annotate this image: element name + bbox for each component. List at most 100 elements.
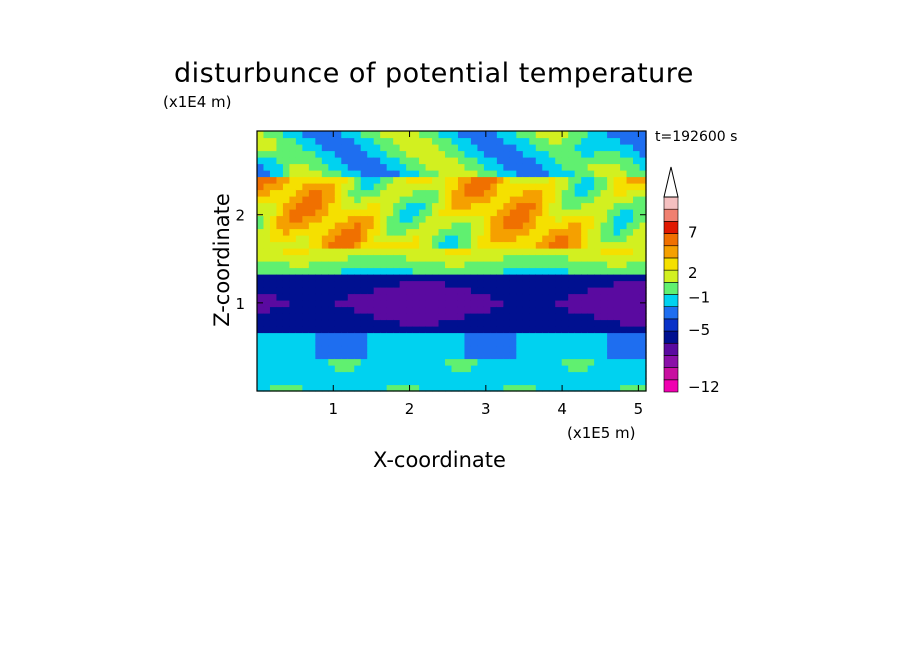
- contour-cell: [574, 209, 582, 217]
- contour-cell: [496, 384, 504, 392]
- contour-cell: [302, 274, 310, 282]
- contour-cell: [406, 215, 414, 223]
- contour-cell: [257, 228, 265, 236]
- contour-cell: [412, 384, 420, 392]
- contour-cell: [295, 254, 303, 262]
- contour-cell: [347, 339, 355, 347]
- contour-cell: [522, 131, 530, 139]
- contour-cell: [496, 235, 504, 243]
- contour-cell: [639, 202, 647, 210]
- contour-cell: [607, 274, 615, 282]
- contour-cell: [483, 248, 491, 256]
- contour-cell: [457, 202, 466, 210]
- contour-cell: [457, 131, 466, 139]
- contour-cell: [360, 235, 368, 243]
- contour-cell: [425, 248, 433, 256]
- contour-cell: [360, 170, 368, 178]
- contour-cell: [406, 365, 414, 373]
- contour-cell: [639, 384, 647, 392]
- contour-cell: [373, 384, 381, 392]
- contour-cell: [282, 313, 291, 321]
- contour-cell: [438, 345, 446, 353]
- contour-cell: [380, 183, 388, 191]
- contour-cell: [412, 202, 420, 210]
- contour-cell: [406, 287, 414, 295]
- contour-cell: [639, 280, 647, 288]
- contour-cell: [360, 150, 368, 158]
- contour-cell: [399, 339, 407, 347]
- contour-cell: [321, 131, 329, 139]
- contour-cell: [406, 196, 414, 204]
- contour-cell: [315, 384, 323, 392]
- contour-cell: [568, 306, 576, 314]
- contour-cell: [620, 248, 628, 256]
- contour-cell: [269, 215, 278, 223]
- contour-cell: [548, 280, 556, 288]
- contour-cell: [386, 196, 394, 204]
- contour-cell: [451, 306, 459, 314]
- contour-cell: [289, 384, 297, 392]
- contour-cell: [438, 384, 446, 392]
- contour-cell: [594, 131, 602, 139]
- contour-cell: [483, 300, 491, 308]
- contour-cell: [257, 332, 265, 340]
- contour-cell: [432, 306, 440, 314]
- contour-cell: [373, 137, 381, 145]
- contour-cell: [406, 319, 414, 327]
- contour-cell: [373, 157, 381, 165]
- contour-cell: [600, 358, 608, 366]
- contour-cell: [464, 339, 472, 347]
- contour-cell: [600, 274, 608, 282]
- contour-cell: [594, 384, 602, 392]
- contour-cell: [542, 131, 550, 139]
- contour-cell: [620, 319, 628, 327]
- contour-cell: [419, 300, 427, 308]
- contour-cell: [328, 358, 336, 366]
- contour-cell: [367, 144, 375, 152]
- contour-cell: [626, 313, 634, 321]
- contour-cell: [607, 267, 615, 275]
- contour-cell: [282, 384, 291, 392]
- contour-cell: [626, 202, 634, 210]
- contour-cell: [399, 267, 407, 275]
- contour-cell: [445, 202, 453, 210]
- contour-cell: [535, 267, 543, 275]
- contour-cell: [542, 378, 550, 386]
- contour-cell: [302, 352, 310, 360]
- contour-cell: [360, 176, 368, 184]
- contour-cell: [594, 144, 602, 152]
- contour-cell: [568, 189, 576, 197]
- contour-cell: [620, 313, 628, 321]
- contour-cell: [470, 300, 479, 308]
- contour-cell: [529, 254, 537, 262]
- contour-cell: [639, 228, 647, 236]
- contour-cell: [360, 313, 368, 321]
- contour-cell: [529, 306, 537, 314]
- contour-cell: [613, 183, 621, 191]
- contour-cell: [308, 345, 316, 353]
- contour-cell: [438, 339, 446, 347]
- contour-cell: [373, 254, 381, 262]
- contour-cell: [613, 352, 621, 360]
- contour-cell: [555, 150, 563, 158]
- contour-cell: [587, 131, 595, 139]
- contour-cell: [373, 352, 381, 360]
- contour-cell: [542, 163, 550, 171]
- contour-cell: [367, 384, 375, 392]
- contour-cell: [257, 202, 265, 210]
- contour-cell: [360, 365, 368, 373]
- contour-cell: [600, 163, 608, 171]
- contour-cell: [328, 202, 336, 210]
- contour-cell: [594, 215, 602, 223]
- contour-cell: [581, 157, 589, 165]
- contour-cell: [464, 345, 472, 353]
- contour-cell: [516, 345, 524, 353]
- contour-cell: [302, 332, 310, 340]
- contour-cell: [419, 378, 427, 386]
- contour-cell: [276, 280, 284, 288]
- contour-cell: [386, 189, 394, 197]
- contour-cell: [315, 241, 323, 249]
- contour-cell: [451, 222, 459, 230]
- contour-cell: [483, 131, 491, 139]
- contour-cell: [257, 261, 265, 269]
